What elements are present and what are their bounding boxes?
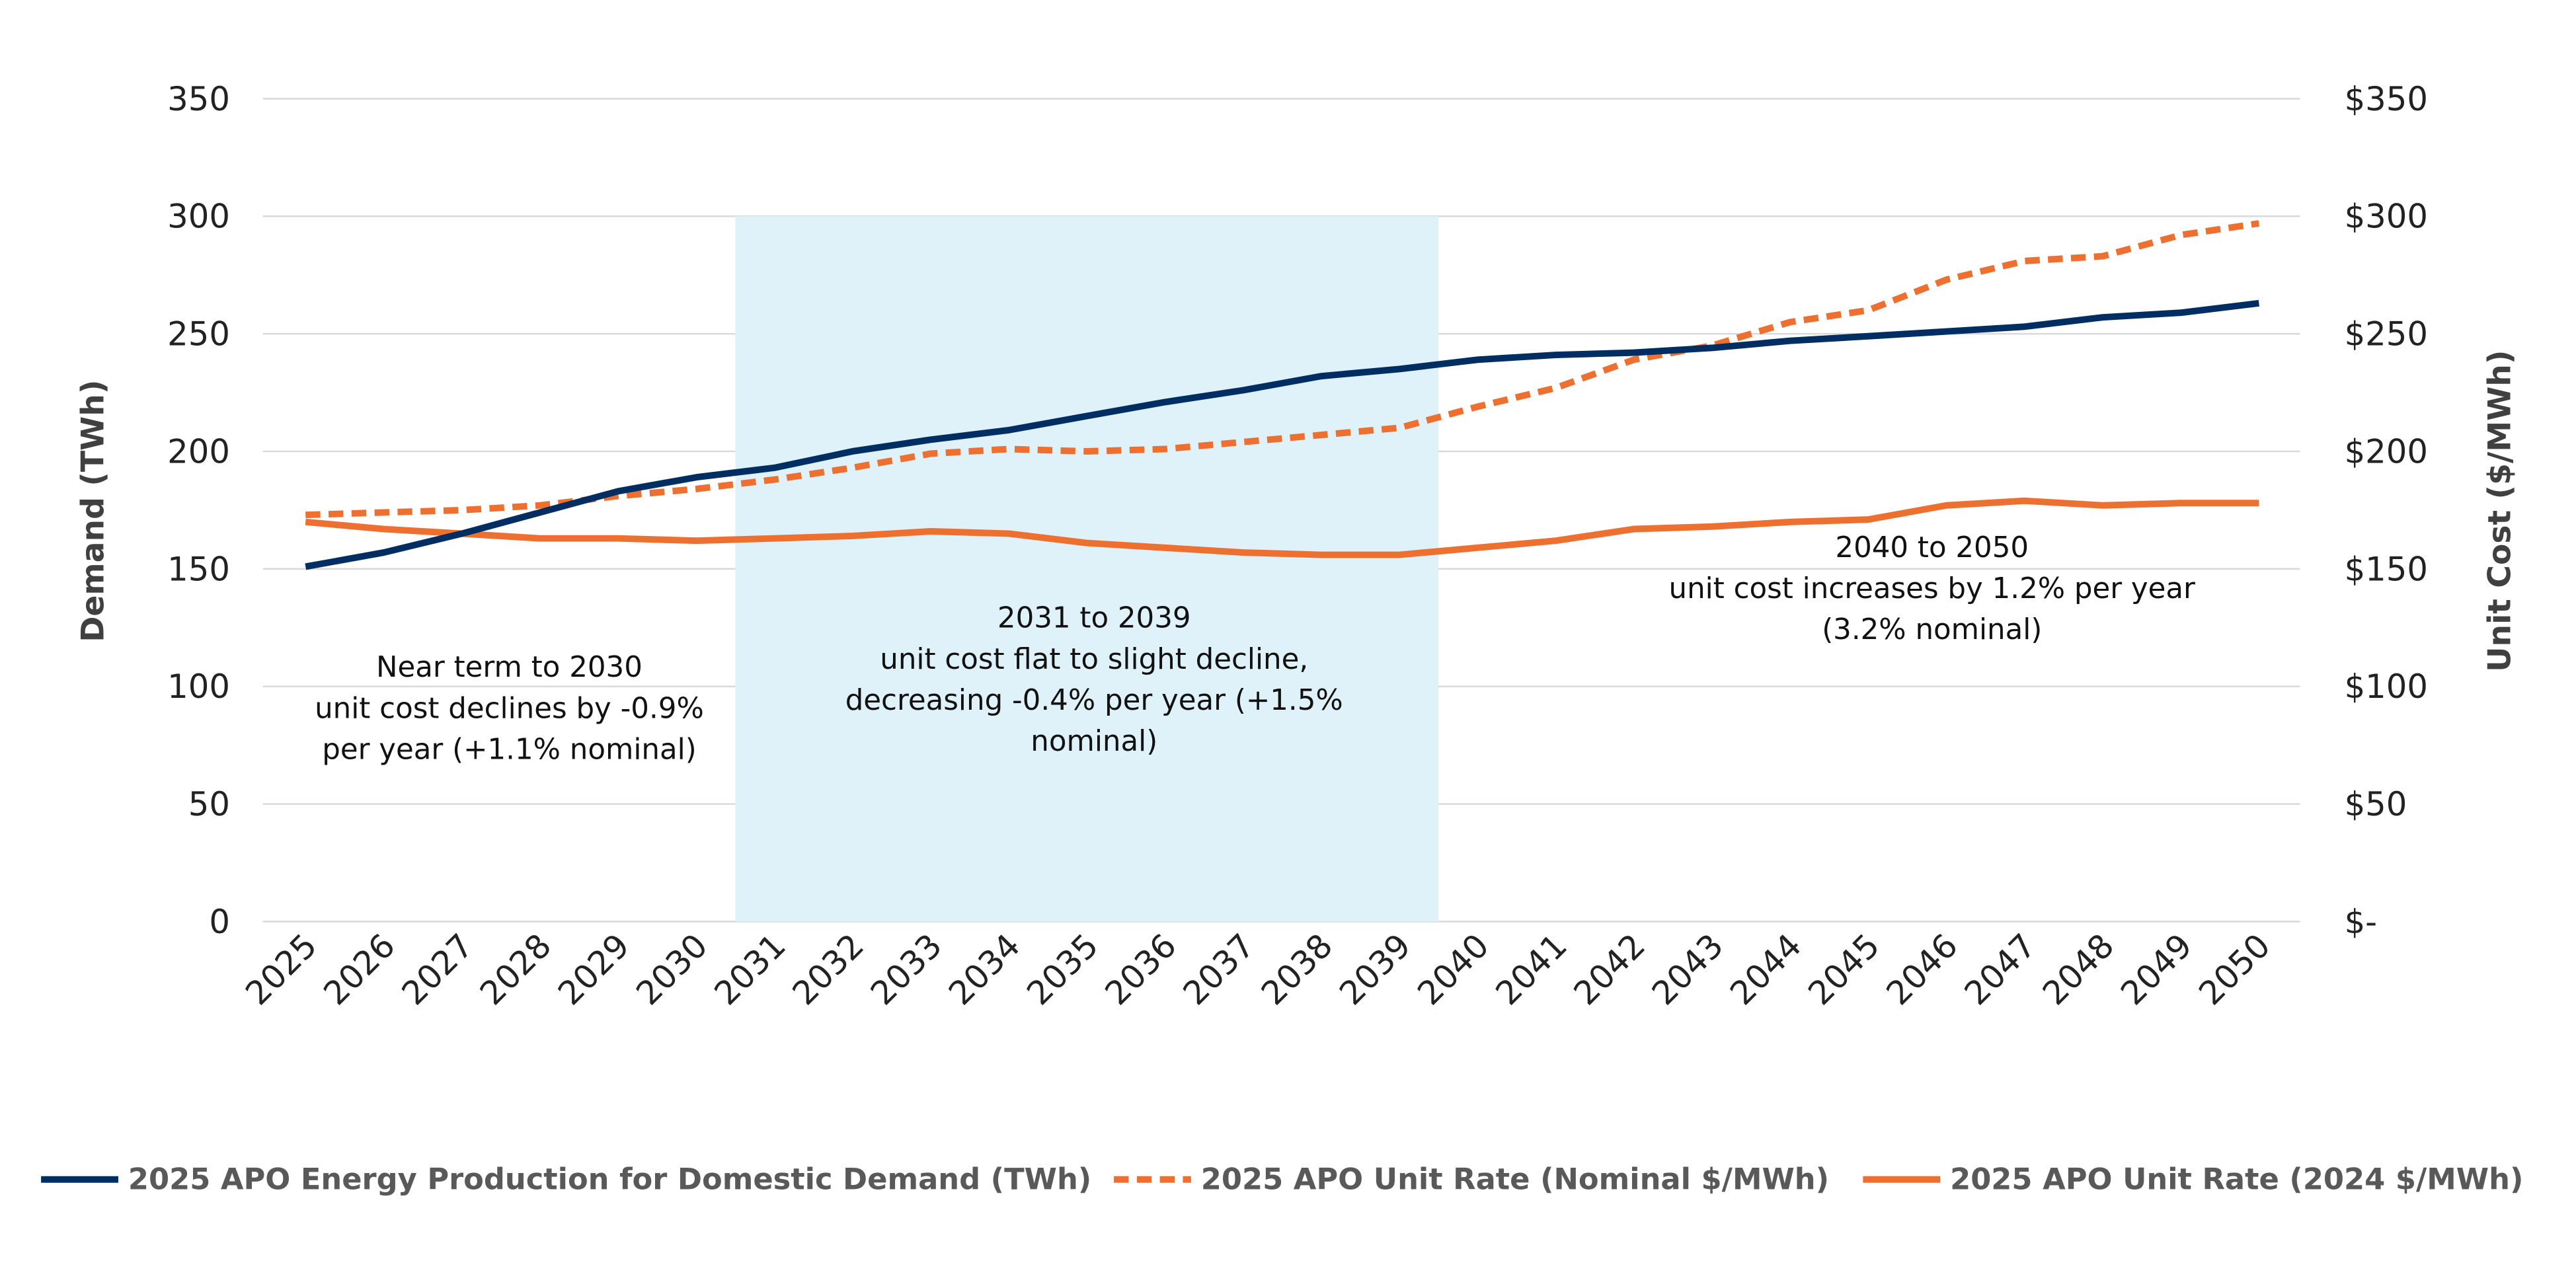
annotation-line: decreasing -0.4% per year (+1.5% <box>845 684 1343 717</box>
annotation-near-term: Near term to 2030 unit cost declines by … <box>315 651 704 766</box>
legend: 2025 APO Energy Production for Domestic … <box>41 1162 2523 1197</box>
right-axis-tick-label: $50 <box>2345 785 2407 823</box>
left-axis-tick-label: 300 <box>167 198 230 236</box>
legend-item-nominal-rate: 2025 APO Unit Rate (Nominal $/MWh) <box>1114 1162 1829 1197</box>
right-axis-tick-label: $300 <box>2345 198 2428 236</box>
left-axis-tick-label: 350 <box>167 80 230 118</box>
left-axis-tick-label: 150 <box>167 550 230 588</box>
annotation-line: unit cost declines by -0.9% <box>315 692 704 725</box>
x-axis-tick-label: 2027 <box>395 927 481 1012</box>
series-line-demand <box>305 299 2259 570</box>
x-axis-tick-label: 2041 <box>1488 927 1574 1012</box>
left-axis-tick-label: 200 <box>167 432 230 471</box>
annotation-line: per year (+1.1% nominal) <box>322 733 696 766</box>
x-axis-tick-label: 2038 <box>1254 927 1340 1012</box>
annotation-2040-2050: 2040 to 2050 unit cost increases by 1.2%… <box>1669 531 2196 646</box>
series-line-real-rate <box>305 497 2259 558</box>
legend-item-real-rate: 2025 APO Unit Rate (2024 $/MWh) <box>1863 1162 2523 1197</box>
annotation-line: Near term to 2030 <box>376 651 643 684</box>
left-axis-title: Demand (TWh) <box>75 380 112 642</box>
x-axis-tick-label: 2030 <box>629 927 715 1012</box>
x-axis-tick-label: 2026 <box>316 927 402 1012</box>
left-axis-tick-label: 100 <box>167 667 230 706</box>
x-axis-tick-label: 2034 <box>941 927 1027 1012</box>
x-axis-tick-label: 2039 <box>1332 927 1418 1012</box>
left-axis-ticks: 0 50 100 150 200 250 300 350 <box>167 80 230 941</box>
annotation-line: unit cost flat to slight decline, <box>880 643 1308 676</box>
right-axis-tick-label: $100 <box>2345 667 2428 706</box>
left-axis-tick-label: 0 <box>209 903 230 941</box>
right-axis-tick-label: $350 <box>2345 80 2428 118</box>
x-axis-tick-label: 2050 <box>2191 927 2277 1012</box>
x-axis-tick-label: 2043 <box>1645 927 1731 1012</box>
legend-label: 2025 APO Unit Rate (Nominal $/MWh) <box>1201 1162 1829 1197</box>
x-axis-tick-label: 2031 <box>707 927 793 1012</box>
series-line-nominal-rate <box>305 220 2260 519</box>
series-lines <box>305 220 2260 570</box>
x-axis-tick-label: 2029 <box>551 927 637 1012</box>
x-axis-tick-label: 2037 <box>1176 927 1262 1012</box>
right-axis-tick-label: $250 <box>2345 315 2428 354</box>
shaded-period-2031-2039 <box>735 216 1439 922</box>
annotation-line: (3.2% nominal) <box>1822 613 2042 646</box>
x-axis-tick-label: 2035 <box>1019 927 1105 1012</box>
annotation-line: unit cost increases by 1.2% per year <box>1669 572 2196 605</box>
x-axis-tick-label: 2047 <box>1957 927 2043 1012</box>
legend-label: 2025 APO Energy Production for Domestic … <box>128 1162 1091 1197</box>
x-axis-tick-label: 2036 <box>1097 927 1183 1012</box>
annotation-line: 2040 to 2050 <box>1835 531 2029 564</box>
right-axis-tick-label: $150 <box>2345 550 2428 588</box>
right-axis-title: Unit Cost ($/MWh) <box>2482 350 2518 672</box>
x-axis-tick-label: 2045 <box>1801 927 1887 1012</box>
right-axis-ticks: $- $50 $100 $150 $200 $250 $300 $350 <box>2345 80 2428 941</box>
annotation-2031-2039: 2031 to 2039 unit cost flat to slight de… <box>845 602 1343 758</box>
left-axis-tick-label: 50 <box>188 785 230 823</box>
annotation-line: 2031 to 2039 <box>997 602 1191 635</box>
x-axis-tick-label: 2032 <box>785 927 871 1012</box>
x-axis-tick-label: 2025 <box>238 927 324 1012</box>
annotation-line: nominal) <box>1031 725 1157 758</box>
x-axis-tick-label: 2040 <box>1410 927 1496 1012</box>
left-axis-tick-label: 250 <box>167 315 230 354</box>
legend-item-demand: 2025 APO Energy Production for Domestic … <box>41 1162 1091 1197</box>
legend-label: 2025 APO Unit Rate (2024 $/MWh) <box>1950 1162 2523 1197</box>
x-axis-tick-label: 2046 <box>1879 927 1965 1012</box>
x-axis-tick-label: 2049 <box>2113 927 2199 1012</box>
x-axis-tick-label: 2042 <box>1567 927 1653 1012</box>
x-axis-tick-label: 2033 <box>863 927 949 1012</box>
right-axis-tick-label: $- <box>2345 903 2378 941</box>
x-axis-tick-label: 2048 <box>2035 927 2121 1012</box>
right-axis-tick-label: $200 <box>2345 432 2428 471</box>
x-axis-tick-label: 2028 <box>473 927 559 1012</box>
x-axis-ticks: 2025202620272028202920302031203220332034… <box>238 927 2277 1012</box>
x-axis-tick-label: 2044 <box>1723 927 1809 1012</box>
